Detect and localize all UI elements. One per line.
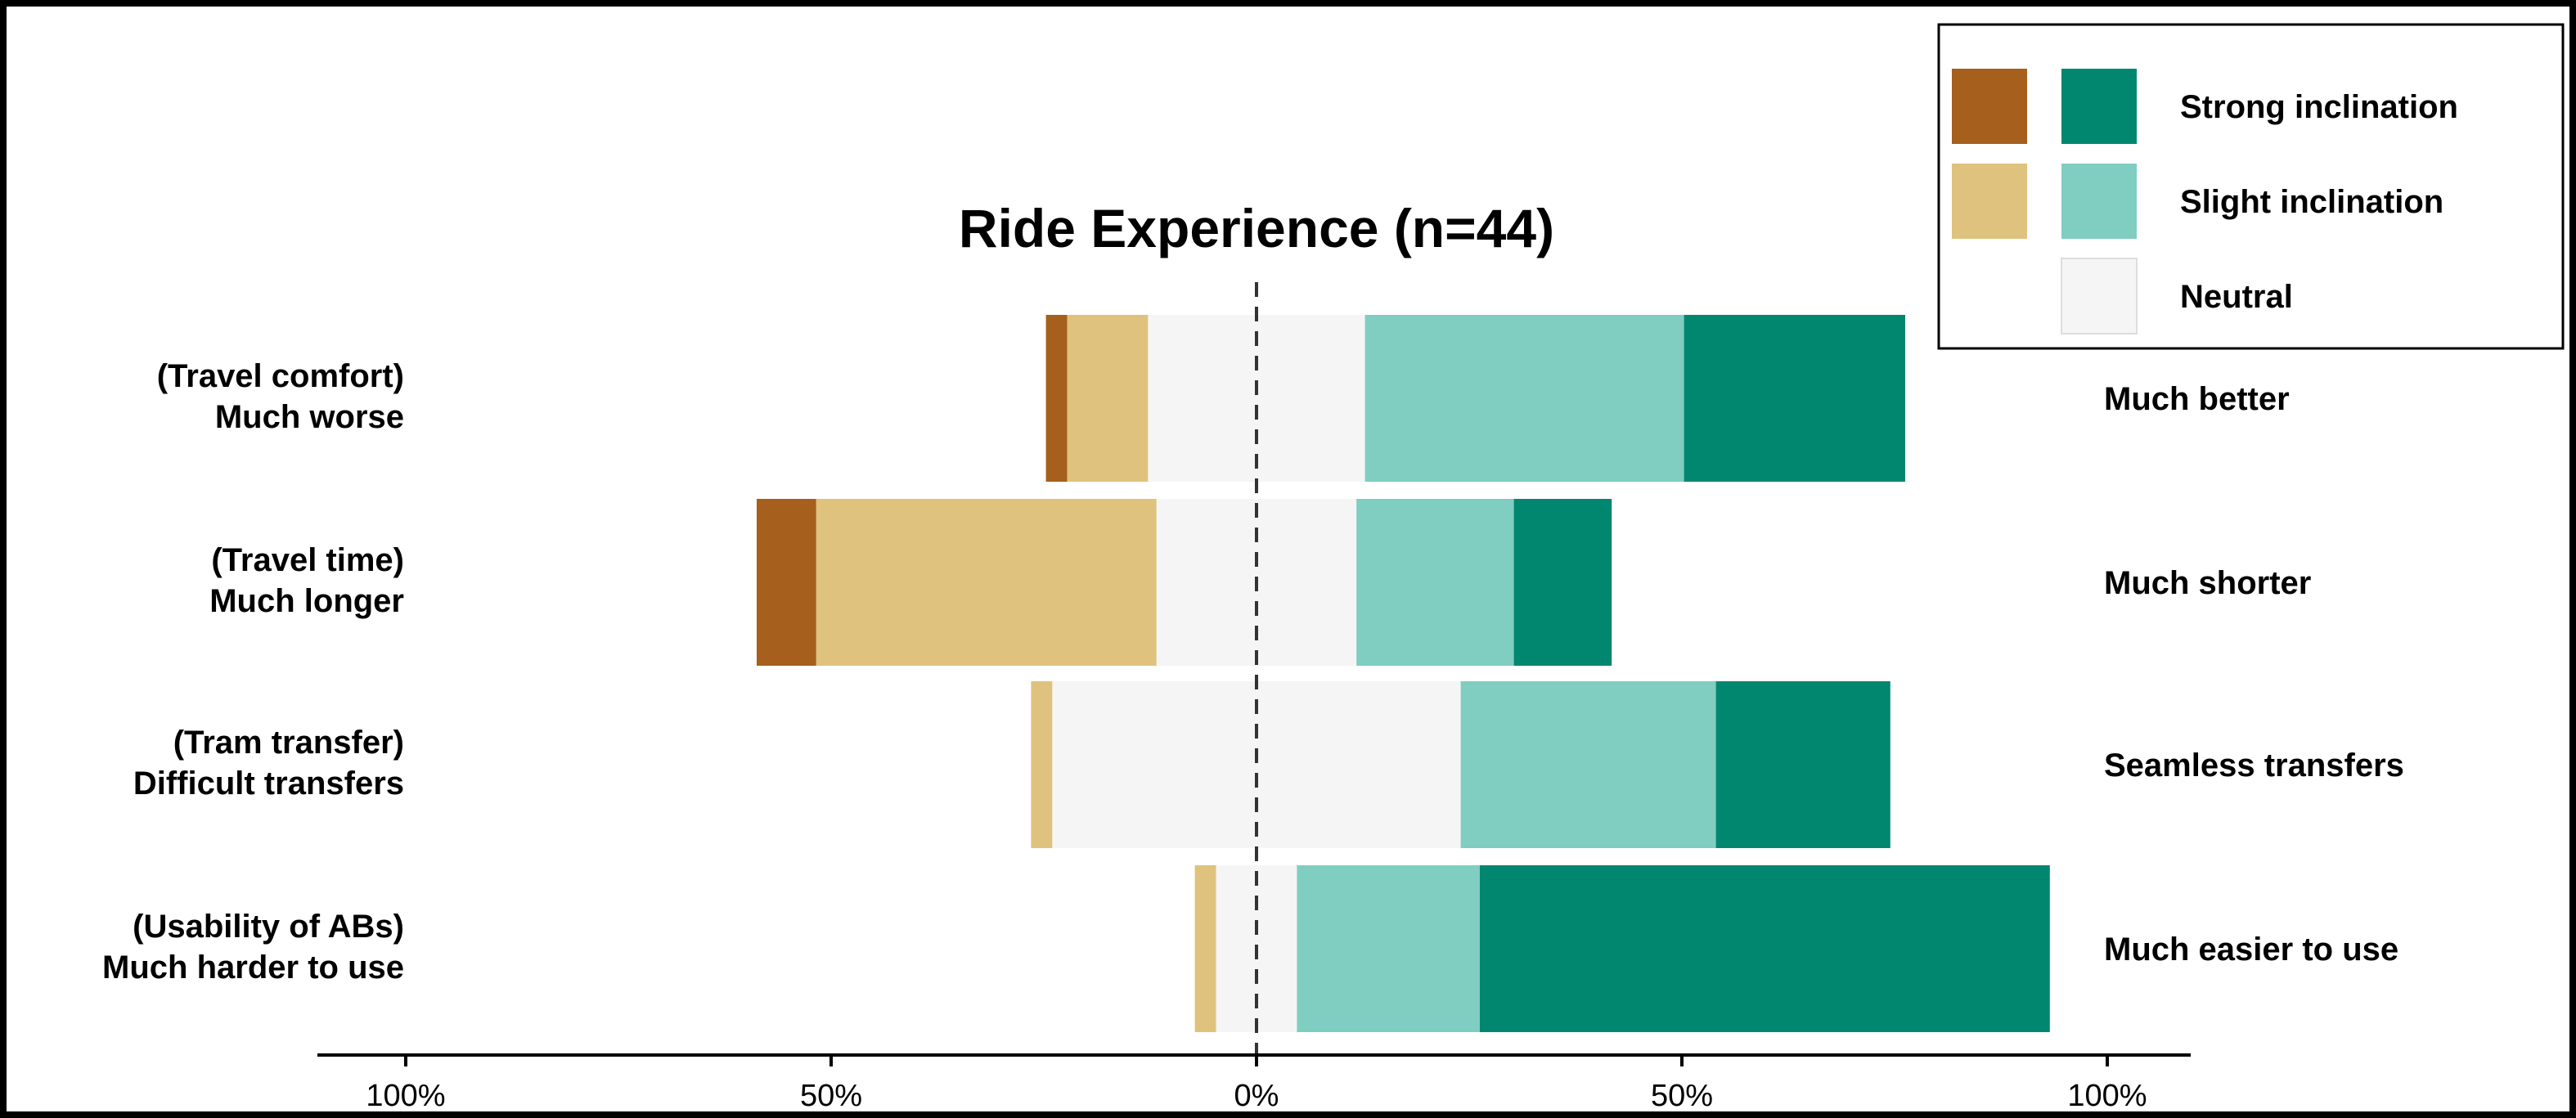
bar-travel-time-negative-strong-inclination	[757, 499, 816, 666]
legend-swatch-strong-inclination-2	[2061, 69, 2137, 144]
right-label-travel-comfort: Much better	[2104, 381, 2290, 417]
legend-swatch-strong-inclination-1	[1952, 69, 2027, 144]
bar-usability-of-abs-positive-strong-inclination	[1480, 865, 2050, 1032]
legend-label-strong-inclination: Strong inclination	[2180, 89, 2458, 125]
bar-tram-transfer-positive-slight-inclination	[1460, 681, 1716, 848]
legend-label-slight-inclination: Slight inclination	[2180, 184, 2443, 220]
chart-title: Ride Experience (n=44)	[959, 198, 1554, 258]
x-tick-label-1: 50%	[800, 1079, 862, 1113]
legend-label-neutral: Neutral	[2180, 279, 2293, 315]
x-tick-label-3: 50%	[1651, 1079, 1713, 1113]
right-label-travel-time: Much shorter	[2104, 565, 2311, 601]
left-label-travel-comfort-2: Much worse	[215, 399, 404, 435]
bar-travel-comfort-positive-strong-inclination	[1684, 315, 1905, 482]
legend-box	[1937, 23, 2565, 350]
legend: Strong inclination Slight inclination Neut…	[1937, 23, 2565, 350]
right-label-tram-transfer: Seamless transfers	[2104, 748, 2404, 783]
x-tick-label-2: 0%	[1234, 1079, 1279, 1113]
legend-swatch-slight-inclination-1	[1952, 164, 2027, 239]
left-label-travel-time-1: (Travel time)	[211, 542, 404, 578]
x-tick-label-0: 100%	[366, 1079, 445, 1113]
bar-tram-transfer-positive-strong-inclination	[1715, 681, 1890, 848]
bar-travel-comfort-negative-strong-inclination	[1045, 315, 1068, 482]
bar-usability-of-abs-negative-slight-inclination	[1194, 865, 1216, 1032]
left-label-usability-of-abs-1: (Usability of ABs)	[133, 909, 404, 945]
bars-layer	[757, 282, 2050, 1053]
bar-usability-of-abs-positive-slight-inclination	[1297, 865, 1480, 1032]
legend-swatch-neutral-1	[2061, 258, 2138, 335]
right-label-usability-of-abs: Much easier to use	[2104, 932, 2398, 968]
left-label-usability-of-abs-2: Much harder to use	[102, 950, 404, 986]
left-label-tram-transfer-1: (Tram transfer)	[173, 725, 404, 761]
legend-swatch-slight-inclination-2	[2061, 164, 2137, 239]
x-tick-label-4: 100%	[2067, 1079, 2147, 1113]
bar-travel-comfort-positive-slight-inclination	[1364, 315, 1684, 482]
left-label-travel-time-2: Much longer	[209, 583, 404, 619]
bar-travel-time-positive-strong-inclination	[1513, 499, 1612, 666]
bar-travel-time-negative-slight-inclination	[816, 499, 1157, 666]
row-labels: (Travel comfort) Much worse Much better (Tr…	[102, 358, 2404, 986]
bar-travel-comfort-negative-slight-inclination	[1067, 315, 1149, 482]
x-axis: 100% 50% 0% 50% 100%	[317, 1053, 2191, 1113]
bar-travel-time-positive-slight-inclination	[1356, 499, 1514, 666]
left-label-tram-transfer-2: Difficult transfers	[133, 766, 404, 801]
bar-tram-transfer-negative-slight-inclination	[1031, 681, 1053, 848]
left-label-travel-comfort-1: (Travel comfort)	[157, 358, 404, 394]
